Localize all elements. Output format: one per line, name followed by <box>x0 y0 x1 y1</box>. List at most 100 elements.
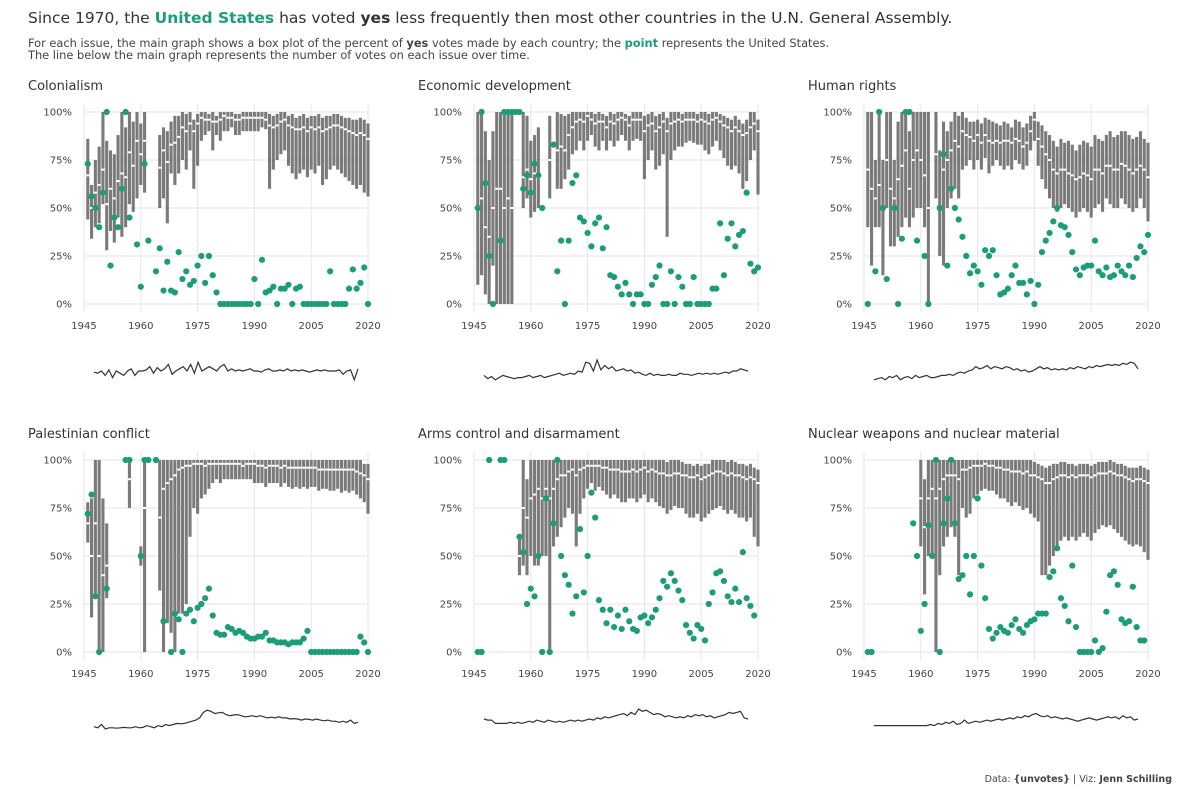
us-point <box>277 285 285 292</box>
us-point <box>281 639 288 646</box>
box-median <box>563 149 567 152</box>
box-median <box>1123 476 1127 479</box>
panel-title: Human rights <box>808 79 897 94</box>
us-point <box>1046 574 1053 581</box>
us-point <box>891 204 898 212</box>
us-point <box>963 252 970 260</box>
box-median <box>180 466 185 469</box>
box-median <box>877 183 881 186</box>
us-point <box>262 629 269 636</box>
box-median <box>1085 474 1089 477</box>
box <box>714 460 718 508</box>
box-median <box>756 482 760 485</box>
us-point <box>255 633 262 640</box>
us-point <box>357 633 364 640</box>
y-tick-label: 25% <box>50 600 72 611</box>
box <box>120 112 124 237</box>
us-point <box>277 639 285 646</box>
box-median <box>627 124 631 127</box>
box <box>646 460 650 503</box>
box <box>245 460 249 480</box>
box-median <box>1063 168 1067 171</box>
box <box>741 123 745 189</box>
us-point <box>107 262 114 269</box>
box <box>692 465 696 518</box>
us-point <box>1038 610 1046 617</box>
us-point <box>1080 648 1087 656</box>
box-median <box>207 118 211 121</box>
us-point <box>709 285 716 292</box>
box-median <box>86 522 90 525</box>
box <box>1093 135 1097 208</box>
box <box>559 460 563 528</box>
box-median <box>551 487 556 490</box>
box <box>165 460 169 624</box>
box-median <box>669 122 673 125</box>
box <box>695 463 699 514</box>
us-point <box>664 300 671 308</box>
us-point <box>175 616 182 623</box>
box-median <box>976 464 980 467</box>
us-point <box>974 268 981 275</box>
us-point <box>894 300 902 308</box>
us-point <box>205 252 213 260</box>
box <box>1002 121 1006 170</box>
box-median <box>218 462 222 465</box>
box-median <box>548 159 552 161</box>
box-median <box>650 468 654 471</box>
box-median <box>286 124 291 127</box>
box <box>1078 144 1082 212</box>
us-point <box>569 179 576 187</box>
box-median <box>275 124 279 127</box>
box-median <box>1112 472 1116 475</box>
box-median <box>90 207 94 209</box>
box <box>964 117 968 166</box>
box <box>1055 146 1059 212</box>
us-point <box>342 648 349 656</box>
us-point <box>660 577 667 585</box>
box <box>631 112 635 141</box>
box-median <box>275 464 279 467</box>
box <box>1123 131 1127 205</box>
box <box>752 467 756 537</box>
us-point <box>194 262 201 269</box>
us-point <box>175 249 182 256</box>
box-median <box>93 522 97 525</box>
us-point <box>270 283 277 290</box>
us-point <box>141 456 148 464</box>
us-point <box>92 593 99 600</box>
us-point <box>96 648 103 656</box>
us-point <box>985 625 993 633</box>
box-median <box>684 118 688 121</box>
us-point <box>1035 281 1042 288</box>
box-median <box>529 497 533 500</box>
box-median <box>623 118 628 121</box>
box <box>582 460 586 499</box>
us-point <box>694 622 701 629</box>
box <box>1036 463 1040 522</box>
box-median <box>1002 139 1006 142</box>
us-point <box>709 589 716 596</box>
box-median <box>271 464 275 467</box>
box <box>476 112 480 285</box>
panel-2: Economic development 0% 25% 50% 75% 100% 1945 1… <box>418 79 771 381</box>
us-point <box>1114 262 1121 269</box>
box <box>283 460 287 484</box>
box <box>654 115 658 170</box>
us-point <box>592 220 599 227</box>
box <box>1112 136 1116 208</box>
us-point <box>213 629 220 636</box>
box-median <box>745 132 749 135</box>
box-median <box>165 482 169 485</box>
us-point <box>1091 237 1099 244</box>
us-point <box>224 623 231 631</box>
box <box>237 460 241 480</box>
us-point <box>633 291 640 298</box>
subtitle-part-4: point <box>624 36 659 50</box>
box <box>722 115 726 159</box>
box-median <box>957 145 961 148</box>
us-point <box>224 300 231 308</box>
us-point <box>535 172 542 179</box>
us-point <box>99 189 107 196</box>
box <box>1108 460 1112 526</box>
